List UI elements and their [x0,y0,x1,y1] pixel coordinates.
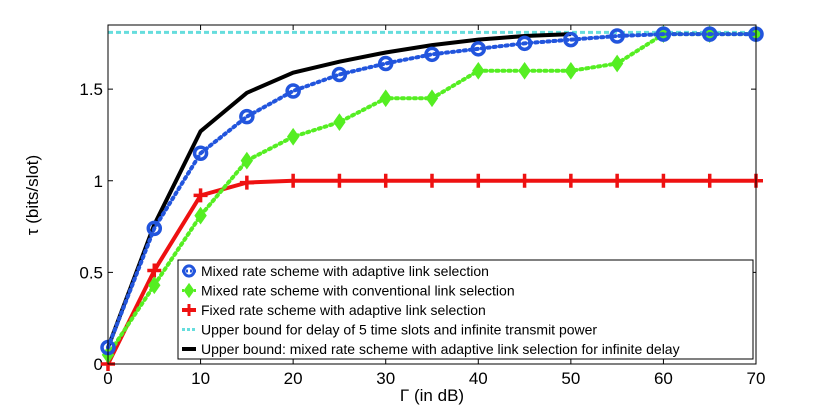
legend-label-1: Mixed rate scheme with conventional link… [201,283,515,299]
legend-swatch-marker-2 [183,304,195,316]
data-point-0-3 [239,108,255,125]
data-point-0-2 [192,145,209,162]
data-point-2-8 [471,173,486,188]
data-point-0-4 [285,83,301,99]
x-tick-label: 20 [284,369,303,388]
legend-box [177,259,754,360]
x-tick-label: 50 [561,369,580,388]
data-point-2-7 [425,173,439,188]
data-point-0-6 [377,55,394,72]
data-point-2-4 [286,173,301,188]
legend-label-4: Upper bound: mixed rate scheme with adap… [201,341,680,357]
data-point-2-2 [193,188,208,203]
data-point-2-6 [378,173,393,188]
plot-frame [107,24,757,365]
legend-label-0: Mixed rate scheme with adaptive link sel… [201,263,489,279]
data-point-1-4 [286,127,300,146]
x-tick-label: 60 [654,369,673,388]
data-point-0-1 [146,220,163,237]
data-point-0-13 [701,26,718,42]
data-point-1-11 [610,54,624,73]
data-point-1-5 [333,113,346,131]
series-line-4 [106,32,571,349]
x-tick-label: 70 [747,369,766,388]
data-point-1-10 [564,61,578,80]
data-point-0-9 [516,35,533,52]
legend-swatch-marker-0 [182,264,196,278]
series-4 [106,32,571,349]
x-tick-label: 40 [469,369,488,388]
series-layer [100,25,764,371]
data-point-0-8 [470,41,487,57]
data-point-1-3 [240,151,254,170]
data-point-0-12 [655,26,672,42]
data-point-2-3 [239,175,254,190]
y-tick-label: 0.5 [79,263,103,282]
y-axis-label: τ (bits/slot) [23,155,42,235]
data-point-2-10 [563,173,578,188]
data-point-2-11 [610,173,625,188]
data-point-0-7 [424,46,440,63]
x-tick-label: 10 [191,369,210,388]
series-line-0 [106,32,758,350]
legend: Mixed rate scheme with adaptive link sel… [177,259,754,360]
data-point-1-1 [148,276,161,295]
y-tick-label: 0 [94,355,103,374]
data-point-2-9 [517,173,532,188]
data-point-1-2 [194,206,207,225]
data-point-0-5 [331,66,348,83]
series-0 [100,26,764,356]
data-point-2-13 [702,173,717,188]
data-point-2-12 [656,173,671,188]
data-point-1-8 [472,61,485,80]
x-axis-label: Γ (in dB) [400,386,464,405]
legend-label-3: Upper bound for delay of 5 time slots an… [201,322,597,338]
legend-label-2: Fixed rate scheme with adaptive link sel… [201,302,486,318]
y-tick-label: 1.5 [79,80,103,99]
data-point-2-1 [147,263,162,278]
data-point-1-6 [379,89,392,108]
axes: 0 10 20 30 40 50 60 70 0 0.5 1 1.5 [79,25,765,388]
x-tick-label: 30 [376,369,395,388]
y-tick-label: 1 [94,172,103,191]
data-point-1-7 [425,89,439,108]
legend-swatch-marker-1 [183,282,195,299]
data-point-0-11 [609,28,625,44]
data-point-0-10 [563,31,579,48]
x-tick-label: 0 [103,369,112,388]
data-point-1-9 [518,61,531,80]
data-point-2-5 [332,173,347,188]
